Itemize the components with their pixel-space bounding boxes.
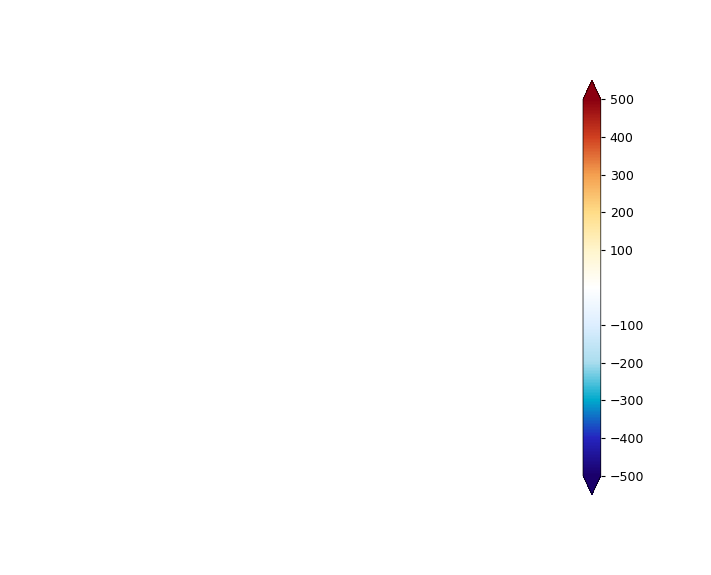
PathPatch shape bbox=[583, 81, 601, 99]
PathPatch shape bbox=[583, 476, 601, 494]
